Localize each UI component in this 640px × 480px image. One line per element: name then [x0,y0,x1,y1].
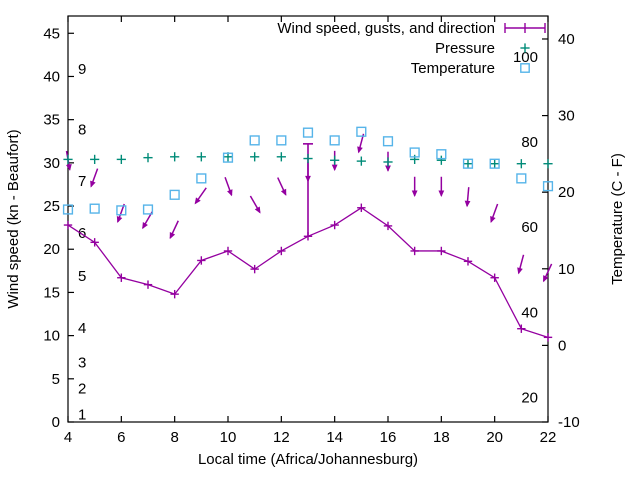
beaufort-label-1: 1 [78,406,86,423]
temperature-marker [276,135,287,146]
x-axis-title: Local time (Africa/Johannesburg) [198,451,418,468]
x-tick-label-12: 12 [273,429,290,446]
temperature-marker [436,149,447,160]
fahrenheit-label-20: 20 [521,390,538,407]
temperature-marker [302,127,314,138]
wind-direction-arrow [543,275,549,283]
legend-label-2: Temperature [411,60,495,77]
wind-direction-arrow [66,164,72,171]
x-tick-label-14: 14 [326,429,343,446]
temperature-marker [249,135,260,146]
temperature-marker [169,189,180,200]
beaufort-label-4: 4 [78,320,86,337]
y2-tick-label--10: -10 [558,414,580,431]
temperature-marker [462,158,474,169]
wind-direction-arrow [254,206,261,214]
x-tick-label-22: 22 [540,429,557,446]
x-tick-label-4: 4 [64,429,72,446]
x-tick-label-10: 10 [220,429,237,446]
temperature-marker [516,173,527,184]
wind-direction-arrow [194,197,201,205]
y-tick-label-5: 5 [52,371,60,388]
legend-swatch-temperature [520,63,530,73]
temperature-marker [116,205,127,216]
fahrenheit-label-40: 40 [521,305,538,322]
temperature-marker [62,204,74,215]
x-tick-label-8: 8 [170,429,178,446]
y2-tick-label-40: 40 [558,31,575,48]
wind-direction-arrow [464,200,471,208]
wind-direction-arrow [90,180,96,188]
fahrenheit-label-80: 80 [521,134,538,151]
x-tick-label-18: 18 [433,429,450,446]
temperature-marker [222,152,234,163]
beaufort-label-8: 8 [78,121,86,138]
beaufort-label-2: 2 [78,380,86,397]
legend-label-0: Wind speed, gusts, and direction [277,20,495,37]
wind-direction-arrow [490,215,496,224]
temperature-marker [356,126,367,137]
temperature-marker [329,135,340,146]
y2-tick-label-20: 20 [558,184,575,201]
wind-direction-arrow [331,164,338,172]
wind-direction-arrow [411,190,418,197]
x-tick-label-6: 6 [117,429,125,446]
wind-direction-arrow [438,190,445,197]
wind-direction-arrow [142,222,148,230]
y-tick-label-35: 35 [43,112,60,129]
beaufort-label-9: 9 [78,61,86,78]
y-tick-label-25: 25 [43,198,60,215]
temperature-marker [542,181,554,192]
fahrenheit-label-100: 100 [513,49,538,66]
y2-tick-label-10: 10 [558,261,575,278]
y-tick-label-45: 45 [43,25,60,42]
y2-tick-label-30: 30 [558,108,575,125]
y2-axis-title: Temperature (C - F) [609,153,626,285]
wind-direction-arrow [116,215,123,224]
y-tick-label-40: 40 [43,68,60,85]
x-tick-label-20: 20 [486,429,503,446]
plot-frame [67,15,549,423]
temperature-marker [89,203,100,214]
wind-direction-arrow [357,146,363,154]
temperature-marker [409,147,420,158]
y-tick-label-20: 20 [43,241,60,258]
y2-tick-label-0: 0 [558,337,566,354]
wind-direction-arrow [517,267,523,275]
legend-label-1: Pressure [435,40,495,57]
temperature-marker [382,136,394,147]
temperature-marker [196,173,207,184]
temperature-marker [142,204,154,215]
wind-direction-arrow [169,231,176,240]
fahrenheit-label-60: 60 [521,219,538,236]
y-axis-title: Wind speed (kn - Beaufort) [5,129,22,308]
y-tick-label-15: 15 [43,284,60,301]
temperature-marker [489,158,500,169]
y-tick-label-0: 0 [52,414,60,431]
wind-direction-arrow [305,175,311,183]
y-tick-label-30: 30 [43,155,60,172]
beaufort-label-7: 7 [78,173,86,190]
beaufort-label-5: 5 [78,268,86,285]
wind-direction-arrow [227,189,233,197]
wind-direction-arrow [385,165,391,172]
wind-direction-arrow [280,188,287,196]
beaufort-label-3: 3 [78,355,86,372]
x-tick-label-16: 16 [380,429,397,446]
y-tick-label-10: 10 [43,328,60,345]
